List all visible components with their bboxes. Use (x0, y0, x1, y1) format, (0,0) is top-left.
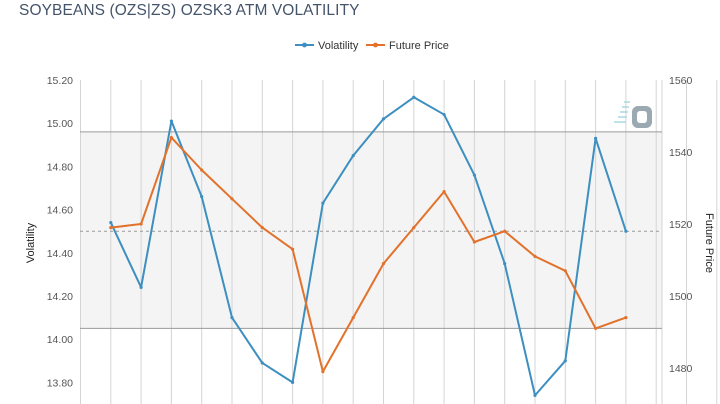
chart-title: SOYBEANS (OZS|ZS) OZSK3 ATM VOLATILITY (19, 2, 360, 19)
y-left-tick-label: 15.20 (47, 75, 73, 87)
data-point-volatility[interactable] (563, 359, 567, 363)
y-right-tick-label: 1500 (669, 291, 693, 303)
legend-item-future-price[interactable]: Future Price (366, 40, 449, 52)
data-point-volatility[interactable] (200, 195, 204, 199)
data-point-volatility[interactable] (169, 119, 173, 123)
y-right-tick-label: 1520 (669, 219, 693, 231)
data-point-volatility[interactable] (109, 220, 113, 225)
y-left-tick-label: 14.60 (47, 205, 73, 217)
data-point-volatility[interactable] (503, 262, 507, 266)
data-point-volatility[interactable] (533, 393, 537, 397)
data-point-future-price[interactable] (503, 229, 507, 233)
series-line-future-price (110, 136, 627, 373)
data-point-future-price[interactable] (230, 197, 234, 201)
data-point-future-price[interactable] (472, 240, 476, 244)
y-left-tick-label: 14.20 (47, 291, 73, 303)
data-point-future-price[interactable] (351, 316, 355, 320)
series-line-volatility (109, 96, 627, 397)
data-point-volatility[interactable] (624, 229, 628, 233)
data-point-future-price[interactable] (533, 254, 537, 258)
data-point-volatility[interactable] (260, 361, 264, 365)
data-point-future-price[interactable] (291, 247, 295, 251)
y-left-tick-label: 13.80 (47, 377, 73, 389)
legend-marker-future-price (373, 42, 378, 48)
legend-label-future-price: Future Price (389, 40, 449, 52)
y-right-tick-label: 1480 (669, 363, 693, 375)
data-point-future-price[interactable] (412, 226, 416, 230)
y-axis-left-label: Volatility (25, 222, 37, 263)
y-right-tick-label: 1560 (669, 75, 693, 87)
data-point-future-price[interactable] (109, 226, 113, 230)
y-right-tick-label: 1540 (669, 147, 693, 159)
data-point-volatility[interactable] (321, 201, 325, 205)
data-point-volatility[interactable] (291, 380, 295, 384)
y-axis-right-label: Future Price (703, 213, 715, 273)
data-point-future-price[interactable] (169, 136, 173, 140)
data-point-volatility[interactable] (472, 173, 476, 177)
plot-area: 13.80 14.00 14.20 14.40 14.60 14.80 15.00 15.20… (47, 75, 718, 404)
data-point-volatility[interactable] (351, 154, 355, 158)
data-point-future-price[interactable] (200, 168, 204, 172)
data-point-volatility[interactable] (442, 112, 446, 117)
data-point-future-price[interactable] (624, 316, 628, 320)
data-point-future-price[interactable] (563, 269, 567, 273)
data-point-future-price[interactable] (594, 326, 598, 330)
data-point-future-price[interactable] (442, 190, 446, 194)
data-point-future-price[interactable] (381, 262, 386, 266)
data-point-future-price[interactable] (321, 370, 325, 374)
legend-marker-volatility (302, 42, 307, 48)
data-point-volatility[interactable] (594, 136, 598, 140)
data-point-volatility[interactable] (139, 285, 143, 289)
legend-item-volatility[interactable]: Volatility (295, 40, 359, 52)
data-point-volatility[interactable] (381, 117, 386, 121)
legend-label-volatility: Volatility (318, 40, 359, 52)
data-point-volatility[interactable] (412, 95, 416, 99)
y-left-tick-label: 14.40 (47, 248, 73, 260)
data-point-volatility[interactable] (230, 316, 234, 320)
brand-logo-icon (614, 101, 652, 128)
y-left-tick-label: 15.00 (47, 118, 73, 130)
y-left-tick-label: 14.80 (47, 161, 73, 173)
legend: Volatility Future Price (295, 40, 449, 52)
y-left-tick-label: 14.00 (47, 334, 73, 346)
data-point-future-price[interactable] (139, 222, 143, 226)
data-point-future-price[interactable] (260, 226, 264, 230)
